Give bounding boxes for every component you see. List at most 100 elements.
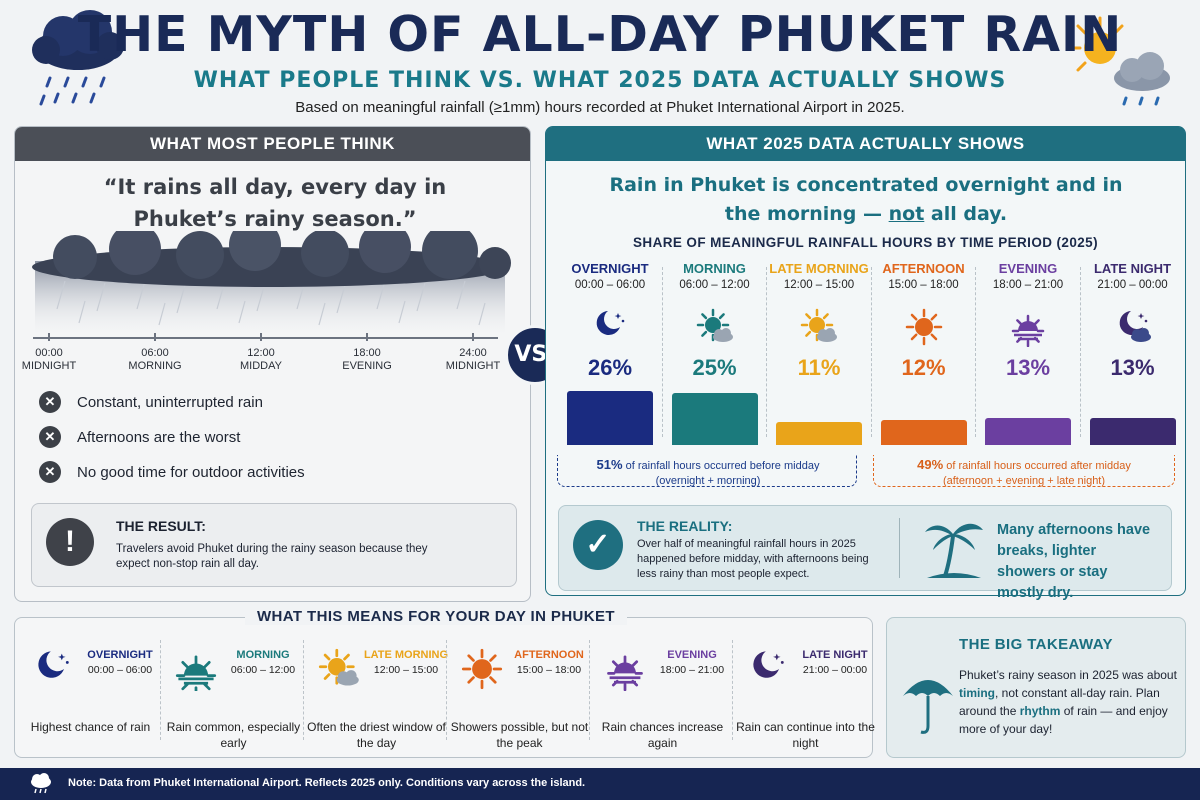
bar: [567, 391, 653, 445]
timeline-label: 24:00 MIDNIGHT: [445, 347, 501, 372]
footer-note: Note: Data from Phuket International Air…: [68, 777, 586, 789]
data-panel: WHAT 2025 DATA ACTUALLY SHOWS Rain in Ph…: [545, 126, 1186, 601]
result-box: ! THE RESULT: Travelers avoid Phuket dur…: [31, 503, 517, 587]
takeaway-text: Phuket’s rainy season in 2025 was about …: [959, 668, 1177, 736]
timeline-tick: [260, 333, 262, 341]
period-column: EVENING 18:00 – 21:00: [976, 261, 1080, 291]
page-subtitle: WHAT PEOPLE THINK VS. WHAT 2025 DATA ACT…: [193, 68, 1007, 93]
day-guide-heading: WHAT THIS MEANS FOR YOUR DAY IN PHUKET: [0, 608, 872, 626]
timeline-label: 00:00 MIDNIGHT: [21, 347, 77, 372]
period-name: LATE MORNING: [769, 261, 869, 276]
period-column: LATE NIGHT 21:00 – 00:00: [1081, 261, 1185, 291]
not-emphasis: not: [888, 203, 925, 225]
column-divider: [766, 267, 767, 437]
sun-icon: [461, 648, 503, 690]
day-period-time: 06:00 – 12:00: [230, 664, 296, 676]
myth-item: ✕ No good time for outdoor activities: [39, 461, 479, 483]
day-period-time: 18:00 – 21:00: [659, 664, 725, 676]
moon-cloud-icon: [1119, 311, 1151, 342]
period-time: 21:00 – 00:00: [1097, 279, 1168, 291]
day-period-name: MORNING: [236, 649, 290, 661]
x-icon: ✕: [39, 426, 61, 448]
period-column: LATE MORNING 12:00 – 15:00: [767, 261, 871, 291]
myth-heading: WHAT MOST PEOPLE THINK: [15, 127, 530, 161]
reality-box: ✓ THE REALITY: Over half of meaningful r…: [558, 505, 1172, 601]
moon-stars-icon: [596, 311, 625, 335]
period-percent: 11%: [797, 355, 841, 380]
after-midday-brace: [873, 455, 1175, 487]
period-time: 00:00 – 06:00: [574, 279, 646, 291]
sunset-icon: [1011, 314, 1045, 347]
checkmark-icon: ✓: [573, 520, 623, 570]
bar: [880, 420, 967, 445]
before-midday-text: 51% of rainfall hours occurred before mi…: [596, 457, 820, 487]
period-name: OVERNIGHT: [571, 261, 649, 276]
timeline-tick: [154, 333, 156, 341]
day-period-time: 21:00 – 00:00: [802, 664, 868, 676]
column-divider: [975, 267, 976, 437]
timeline-tick: [472, 333, 474, 341]
sun-cloud-icon: [696, 308, 733, 342]
sunset-icon: [607, 655, 643, 691]
myth-quote: “It rains all day, every day in Phuket’s…: [55, 171, 495, 235]
takeaway-title: THE BIG TAKEAWAY: [959, 636, 1113, 653]
moon-stars-icon: [753, 651, 784, 678]
palm-tree-icon: [925, 523, 983, 578]
exclamation-icon: !: [46, 518, 94, 566]
period-column: OVERNIGHT 00:00 – 06:00: [558, 261, 662, 291]
reality-text: Over half of meaningful rainfall hours i…: [637, 538, 869, 580]
x-icon: ✕: [39, 391, 61, 413]
day-guide-panel: OVERNIGHT 00:00 – 06:00 Highest chance of …: [14, 617, 875, 758]
column-divider: [870, 267, 872, 437]
rain-cloud-icon: [32, 10, 124, 106]
timeline-label: 12:00 MIDDAY: [240, 347, 282, 372]
myth-item: ✕ Afternoons are the worst: [39, 426, 479, 448]
takeaway-box: THE BIG TAKEAWAY Phuket’s rainy season i…: [886, 617, 1186, 758]
timeline-tick: [366, 333, 368, 341]
umbrella-icon: [903, 680, 953, 734]
day-divider: [589, 640, 590, 740]
period-time: 15:00 – 18:00: [888, 279, 959, 291]
reality-title: THE REALITY:: [637, 518, 733, 534]
period-time: 12:00 – 15:00: [783, 279, 855, 291]
period-name: MORNING: [683, 261, 746, 276]
bar: [776, 422, 862, 445]
day-period-desc: Highest chance of rain: [30, 720, 151, 734]
timeline-axis: [33, 337, 498, 339]
day-period-desc: Rain common, especially early: [166, 720, 301, 750]
day-period-desc: Rain chances increase again: [601, 720, 724, 750]
day-period-name: EVENING: [667, 649, 717, 661]
day-period-desc: Often the driest window of the day: [307, 720, 446, 750]
x-icon: ✕: [39, 461, 61, 483]
data-heading: WHAT 2025 DATA ACTUALLY SHOWS: [546, 127, 1185, 161]
period-percent: 12%: [901, 355, 946, 380]
sun-cloud-icon: [318, 648, 359, 686]
divider: [899, 518, 900, 578]
myth-item: ✕ Constant, uninterrupted rain: [39, 391, 479, 413]
sunrise-icon: [175, 655, 217, 691]
period-name: AFTERNOON: [882, 261, 965, 276]
rain-cloud-icon: [31, 773, 51, 794]
footer: Note: Data from Phuket International Air…: [0, 768, 1200, 800]
bar: [671, 393, 758, 445]
column-divider: [661, 267, 663, 437]
period-percent: 13%: [1005, 355, 1051, 380]
quote-line-2: Phuket’s rainy season.”: [133, 207, 417, 231]
day-divider: [446, 640, 447, 740]
sun-rain-icon: [1068, 16, 1170, 106]
quote-line-1: “It rains all day, every day in: [103, 175, 447, 199]
day-divider: [732, 640, 733, 740]
day-period-name: LATE NIGHT: [802, 649, 868, 661]
result-title: THE RESULT:: [116, 518, 206, 534]
moon-stars-icon: [38, 651, 69, 678]
period-percent: 25%: [692, 355, 737, 380]
period-percent: 13%: [1110, 355, 1155, 380]
period-percent: 26%: [587, 355, 633, 380]
day-period-desc: Rain can continue into the night: [736, 720, 875, 750]
bar: [1089, 418, 1176, 445]
before-midday-brace: [557, 455, 857, 487]
period-column: MORNING 06:00 – 12:00: [663, 261, 767, 291]
timeline-label: 06:00 MORNING: [128, 347, 182, 372]
chart-title: SHARE OF MEANINGFUL RAINFALL HOURS BY TI…: [633, 235, 1098, 250]
timeline-label: 18:00 EVENING: [342, 347, 392, 372]
